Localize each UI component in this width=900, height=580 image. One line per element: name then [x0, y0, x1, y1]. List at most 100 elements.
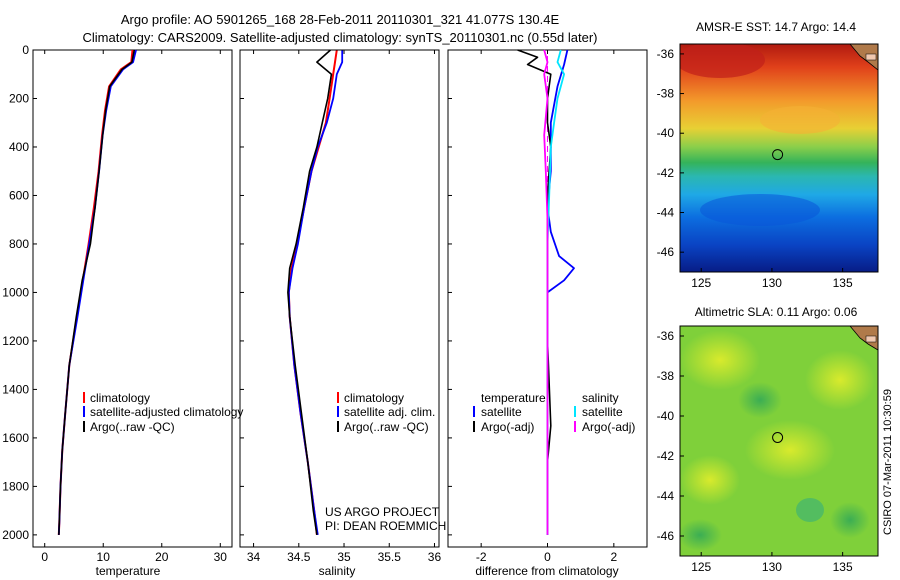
legend-title-salinity: salinity: [582, 391, 619, 405]
salinity-xtick-label: 36: [428, 550, 442, 564]
temperature-ytick-label: 1200: [2, 334, 29, 348]
legend-label-diff-sal-sat: satellite: [582, 405, 623, 419]
sla-map-panel: Altimetric SLA: 0.11 Argo: 0.06 125 130 13…: [657, 305, 879, 574]
temperature-legend: climatology satellite-adjusted climatolo…: [83, 391, 243, 434]
project-annotation: US ARGO PROJECT: [325, 505, 440, 519]
temperature-xtick-label: 30: [214, 550, 228, 564]
sla-map-ytick-label: -44: [657, 489, 675, 503]
salinity-xtick-label: 35: [337, 550, 351, 564]
temperature-series: [57, 49, 137, 535]
temperature-ytick-label: 1600: [2, 431, 29, 445]
salinity-legend: climatology satellite adj. clim. Argo(..…: [337, 391, 435, 434]
legend-title-temperature: temperature: [481, 391, 546, 405]
sla-low-2: [830, 502, 870, 538]
legend-label-diff-temp-argo: Argo(-adj): [481, 420, 534, 434]
sst-map-panel: AMSR-E SST: 14.7 Argo: 14.4 125 130 135 -36…: [657, 20, 879, 290]
legend-label-climatology: climatology: [90, 391, 150, 405]
legend-label-sal-climatology: climatology: [344, 391, 404, 405]
difference-series-salinity-argo-adj-: [543, 49, 549, 535]
temperature-xlabel: temperature: [96, 564, 161, 578]
sst-field: [680, 44, 878, 272]
sla-map-xtick-label: 130: [762, 560, 782, 574]
salinity-ticks: 34 34.5 35 35.5 36: [240, 49, 442, 564]
temperature-ytick-label: 0: [22, 43, 29, 57]
sst-map-ytick-label: -46: [657, 245, 675, 259]
csiro-timestamp: CSIRO 07-Mar-2011 10:30:59: [882, 389, 894, 535]
sla-low-4: [796, 498, 824, 522]
sla-map-xtick-label: 135: [833, 560, 853, 574]
sst-map-title: AMSR-E SST: 14.7 Argo: 14.4: [696, 20, 856, 34]
difference-panel: -2 0 2 difference from climatology tempera…: [447, 49, 648, 578]
legend-label-sal-argo: Argo(..raw -QC): [344, 420, 429, 434]
figure-title-line2: Climatology: CARS2009. Satellite-adjuste…: [83, 30, 598, 45]
sst-mid-patch: [760, 106, 840, 134]
sst-map-xtick-label: 125: [691, 276, 711, 290]
temperature-xtick-label: 10: [97, 550, 111, 564]
temperature-ytick-label: 1800: [2, 479, 29, 493]
salinity-series-climatology: [287, 49, 338, 536]
legend-label-satellite: satellite-adjusted climatology: [90, 405, 243, 419]
temperature-series-satellite-adjusted-climatology: [57, 49, 137, 535]
difference-series: [517, 49, 575, 535]
difference-xtick-label: 2: [610, 550, 617, 564]
temperature-axes-box: [32, 49, 233, 548]
sla-argo-marker: [772, 432, 784, 443]
salinity-xlabel: salinity: [319, 564, 356, 578]
sst-map-ytick-label: -38: [657, 87, 675, 101]
temperature-ytick-label: 400: [9, 140, 29, 154]
legend-label-sal-satellite: satellite adj. clim.: [344, 405, 435, 419]
temperature-series-argo-raw-qc-: [58, 49, 136, 535]
sst-map-ticks: 125 130 135 -36 -38 -40 -42 -44 -46: [657, 47, 853, 290]
salinity-axes-box: [239, 49, 440, 548]
temperature-ytick-label: 1400: [2, 382, 29, 396]
sla-land-patch: [865, 335, 877, 343]
sla-high-3: [745, 420, 835, 480]
difference-xtick-label: -2: [476, 550, 487, 564]
temperature-ytick-label: 1000: [2, 285, 29, 299]
sst-map-ytick-label: -40: [657, 126, 675, 140]
sst-cool-patch: [700, 194, 820, 226]
temperature-ytick-label: 600: [9, 188, 29, 202]
sla-map-frame: [679, 325, 879, 557]
sla-low-3: [680, 519, 722, 551]
sla-map-ticks: 125 130 135 -36 -38 -40 -42 -44 -46: [657, 329, 853, 574]
figure-title-line1: Argo profile: AO 5901265_168 28-Feb-2011…: [121, 12, 560, 27]
temperature-ytick-label: 200: [9, 91, 29, 105]
legend-label-diff-sal-argo: Argo(-adj): [582, 420, 635, 434]
salinity-series-argo-raw-qc-: [287, 49, 333, 536]
difference-series-temperature-satellite: [546, 49, 575, 535]
difference-ticks: -2 0 2: [448, 49, 617, 564]
salinity-xtick-label: 34: [247, 550, 261, 564]
difference-legend: temperature satellite Argo(-adj) salinit…: [473, 391, 635, 434]
salinity-xtick-label: 35.5: [378, 550, 402, 564]
salinity-series-satellite-adj-clim-: [287, 50, 344, 536]
sst-argo-marker: [772, 149, 784, 161]
salinity-panel: 34 34.5 35 35.5 36 salinity climatology sate…: [239, 49, 446, 578]
sst-map-xtick-label: 130: [762, 276, 782, 290]
temperature-xtick-label: 0: [41, 550, 48, 564]
temperature-ytick-label: 2000: [2, 528, 29, 542]
sla-map-ytick-label: -38: [657, 369, 675, 383]
salinity-series: [287, 49, 344, 536]
sst-land-patch: [865, 53, 877, 61]
sst-warm-patch: [680, 44, 765, 78]
temperature-ytick-label: 800: [9, 237, 29, 251]
sla-map-title: Altimetric SLA: 0.11 Argo: 0.06: [695, 305, 858, 319]
difference-xlabel: difference from climatology: [475, 564, 618, 578]
sla-map-ytick-label: -46: [657, 529, 675, 543]
temperature-ticks: 0 10 20 30 0 200 400 600 800 1000 1200 1400 1600 1800…: [2, 43, 227, 564]
sla-high-2: [805, 350, 875, 410]
sla-map-ytick-label: -42: [657, 449, 675, 463]
sla-map-ytick-label: -40: [657, 409, 675, 423]
sst-map-ytick-label: -44: [657, 206, 675, 220]
temperature-series-climatology: [57, 49, 134, 535]
difference-xtick-label: 0: [544, 550, 551, 564]
sst-map-ytick-label: -42: [657, 166, 675, 180]
sst-coastline: [849, 44, 878, 71]
temperature-panel: 0 10 20 30 0 200 400 600 800 1000 1200 1400 1600 1800…: [2, 43, 243, 578]
temperature-xtick-label: 20: [155, 550, 169, 564]
sla-coastline: [849, 326, 878, 351]
sla-high-1: [680, 330, 760, 390]
sst-map-frame: [679, 43, 879, 273]
